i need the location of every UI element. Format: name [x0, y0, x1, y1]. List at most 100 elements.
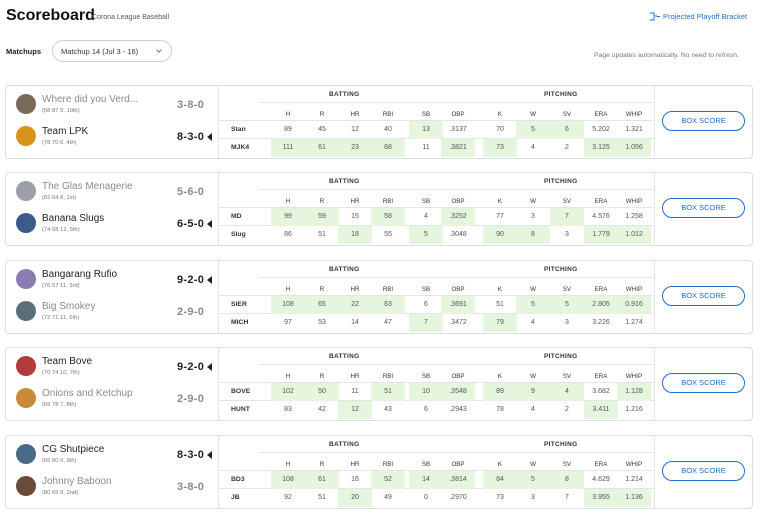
stat-cell: 55	[371, 226, 405, 244]
team-name[interactable]: CG Shutpiece	[42, 444, 104, 455]
team-abbr: SIER	[219, 296, 259, 314]
stat-cell: 2	[550, 401, 584, 419]
stat-cell: 3	[516, 489, 550, 507]
stat-cell: 99	[271, 208, 305, 226]
box-score-button[interactable]: BOX SCORE	[662, 373, 745, 393]
column-header: K	[483, 111, 517, 118]
column-header: K	[483, 286, 517, 293]
team-row[interactable]: Big Smokey (72 71 11, 6th) 2-9-0	[14, 298, 214, 330]
team-row[interactable]: The Glas Menagerie (82 64 8, 1st) 5-6-0	[14, 178, 214, 210]
box-score-button[interactable]: BOX SCORE	[662, 461, 745, 481]
column-header: ERA	[584, 111, 618, 118]
stat-cell: 14	[338, 314, 372, 332]
team-row[interactable]: CG Shutpiece (65 80 9, 9th) 8-3-0	[14, 441, 214, 473]
person-photo-icon	[16, 476, 36, 496]
team-row[interactable]: Banana Slugs (74 68 12, 5th) 6-5-0	[14, 210, 214, 242]
column-header: OBP	[441, 111, 475, 118]
team-season-record: (70 74 10, 7th)	[42, 370, 80, 376]
column-header: RBI	[371, 373, 405, 380]
column-header: H	[271, 286, 305, 293]
stat-cell: 0	[409, 489, 443, 507]
column-header: HR	[338, 111, 372, 118]
stat-cell: 9	[516, 383, 550, 401]
column-header: H	[271, 373, 305, 380]
stat-cell: 1.274	[617, 314, 651, 332]
box-score-button[interactable]: BOX SCORE	[662, 198, 745, 218]
team-name[interactable]: Johnny Baboon	[42, 476, 112, 487]
stat-cell: 1.128	[617, 383, 651, 401]
team-season-record: (65 80 9, 9th)	[42, 458, 76, 464]
team-name[interactable]: Team LPK	[42, 126, 88, 137]
stat-cell: 6	[409, 401, 443, 419]
matchups-label: Matchups	[6, 47, 41, 56]
person-photo-icon	[16, 94, 36, 114]
pitching-header: PITCHING	[544, 91, 577, 98]
stat-cell: 5.202	[584, 121, 618, 139]
team-name[interactable]: Big Smokey	[42, 301, 95, 312]
stat-cell: 5	[409, 226, 443, 244]
projected-playoff-bracket-link[interactable]: Projected Playoff Bracket	[650, 12, 747, 21]
matchup-teams: Where did you Verd... (58 87 9, 10th) 3-8-…	[6, 86, 216, 158]
stat-cell: 51	[305, 226, 339, 244]
team-row[interactable]: Onions and Ketchup (69 78 7, 8th) 2-9-0	[14, 385, 214, 417]
column-header: H	[271, 111, 305, 118]
stat-cell: 8	[550, 471, 584, 489]
food-photo-icon	[16, 388, 36, 408]
stat-cell: 5	[550, 296, 584, 314]
stat-cell: 50	[305, 383, 339, 401]
stat-cell: 3.411	[584, 401, 618, 419]
stat-cell: .3252	[441, 208, 475, 226]
team-season-record: (78 70 6, 4th)	[42, 140, 76, 146]
column-header: K	[483, 373, 517, 380]
stat-cell: 77	[483, 208, 517, 226]
team-name[interactable]: Onions and Ketchup	[42, 388, 133, 399]
beer-mug-icon	[16, 126, 36, 146]
stat-cell: 6	[409, 296, 443, 314]
team-row[interactable]: Johnny Baboon (80 65 9, 2nd) 3-8-0	[14, 473, 214, 505]
stat-cell: 1.216	[617, 401, 651, 419]
team-name[interactable]: Team Bove	[42, 356, 92, 367]
stat-cell: 63	[371, 296, 405, 314]
winner-arrow-icon	[207, 220, 212, 228]
matchup-select[interactable]: Matchup 14 (Jul 3 - 16)	[52, 40, 172, 62]
stat-cell: 58	[371, 208, 405, 226]
team-row[interactable]: Team Bove (70 74 10, 7th) 9-2-0	[14, 353, 214, 385]
stat-cell: 84	[483, 471, 517, 489]
stats-table: BATTING PITCHING H R HR RBI SB OBP K W SV ERA WHIP SI…	[218, 261, 655, 333]
team-matchup-record: 2-9-0	[177, 306, 204, 318]
stat-cell: 12	[338, 121, 372, 139]
batting-header: BATTING	[329, 91, 360, 98]
stat-cell: .3814	[441, 471, 475, 489]
stat-cell: 13	[409, 121, 443, 139]
box-score-button[interactable]: BOX SCORE	[662, 111, 745, 131]
stat-cell: 89	[483, 383, 517, 401]
team-row[interactable]: Bangarang Rufio (76 67 11, 3rd) 9-2-0	[14, 266, 214, 298]
box-score-button[interactable]: BOX SCORE	[662, 286, 745, 306]
team-name[interactable]: Where did you Verd...	[42, 94, 138, 105]
matchup-card: Team Bove (70 74 10, 7th) 9-2-0 Onions and …	[5, 347, 753, 421]
team-name[interactable]: Banana Slugs	[42, 213, 104, 224]
stats-table: BATTING PITCHING H R HR RBI SB OBP K W SV ERA WHIP BO…	[218, 348, 655, 420]
team-name[interactable]: Bangarang Rufio	[42, 269, 117, 280]
column-header: OBP	[441, 198, 475, 205]
column-header: WHIP	[617, 373, 651, 380]
stat-cell: 86	[271, 226, 305, 244]
projected-playoff-bracket-label: Projected Playoff Bracket	[663, 12, 747, 21]
column-header: R	[305, 286, 339, 293]
team-row[interactable]: Where did you Verd... (58 87 9, 10th) 3-8-…	[14, 91, 214, 123]
stat-cell: 52	[371, 471, 405, 489]
column-header: ERA	[584, 286, 618, 293]
team-row[interactable]: Team LPK (78 70 6, 4th) 8-3-0	[14, 123, 214, 155]
stat-cell: 61	[305, 471, 339, 489]
team-season-record: (82 64 8, 1st)	[42, 195, 76, 201]
column-header: ERA	[584, 198, 618, 205]
stat-cell: 1.321	[617, 121, 651, 139]
stat-cell: 3.125	[584, 139, 618, 157]
pitcher-icon	[16, 444, 36, 464]
stat-cell: 22	[338, 296, 372, 314]
team-matchup-record: 2-9-0	[177, 393, 204, 405]
team-name[interactable]: The Glas Menagerie	[42, 181, 133, 192]
column-header: H	[271, 461, 305, 468]
winner-arrow-icon	[207, 133, 212, 141]
